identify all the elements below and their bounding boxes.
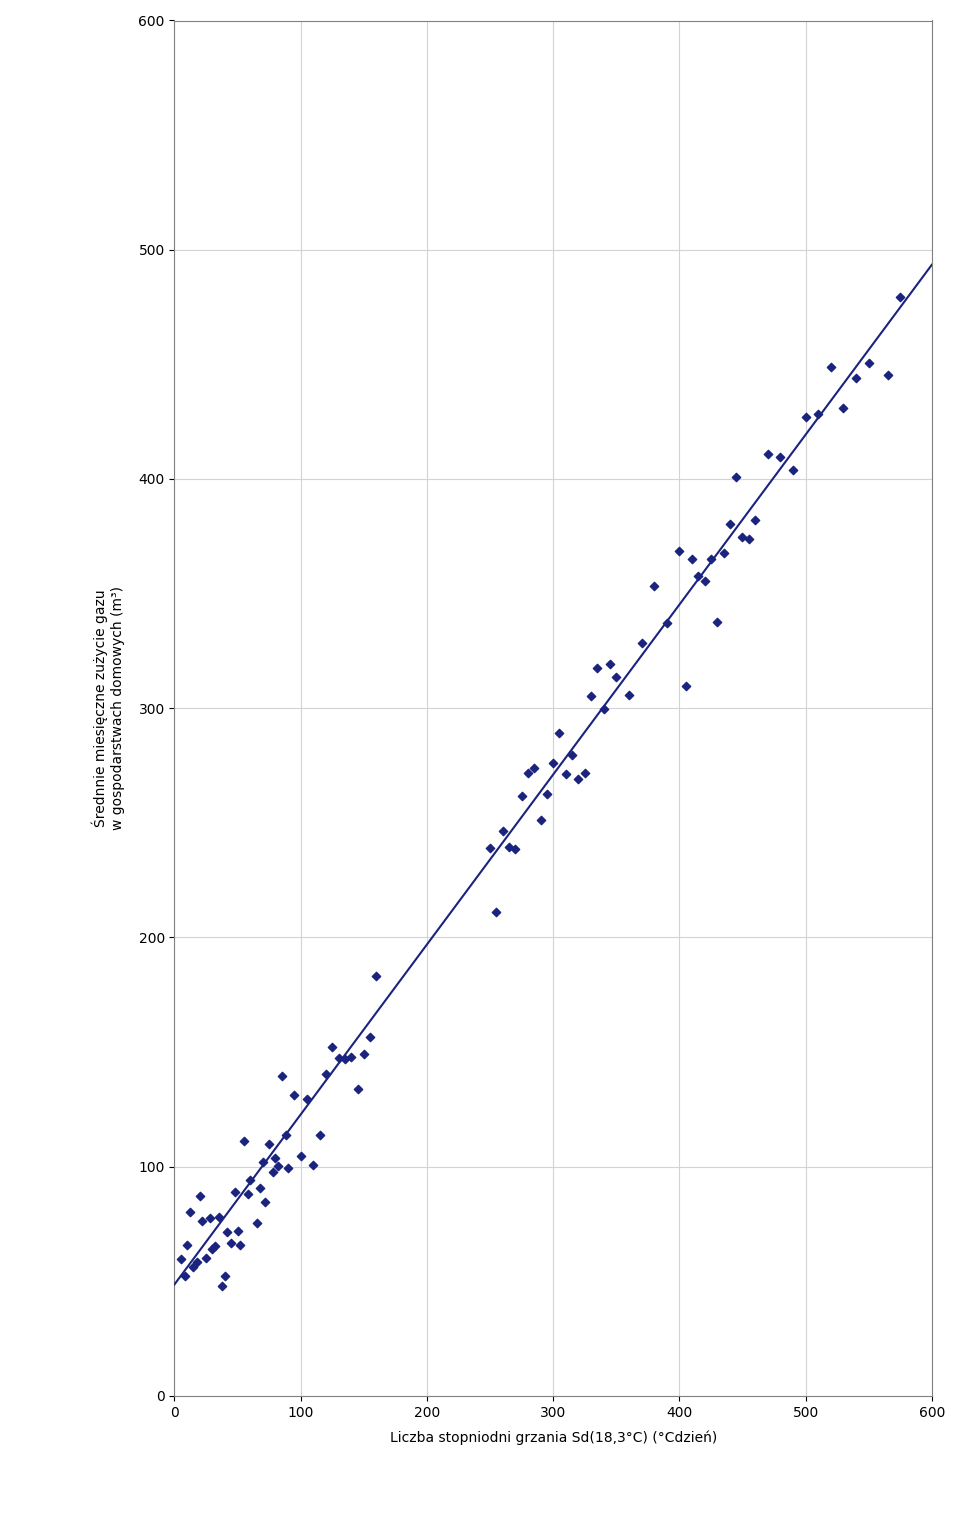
Point [243, 1168, 258, 1193]
Point [716, 541, 732, 566]
Point [709, 610, 725, 635]
Point [300, 1087, 315, 1111]
Point [349, 1076, 365, 1100]
Point [646, 573, 661, 598]
Point [893, 284, 908, 309]
Point [280, 1156, 296, 1180]
Point [257, 1190, 273, 1214]
Point [540, 781, 555, 805]
Point [331, 1045, 347, 1070]
Point [558, 762, 573, 787]
Point [798, 404, 813, 429]
Point [211, 1205, 227, 1230]
Point [287, 1082, 302, 1107]
Point [177, 1263, 192, 1288]
Point [508, 836, 523, 861]
Point [660, 610, 675, 635]
Point [337, 1047, 352, 1071]
Point [533, 808, 548, 833]
Point [199, 1247, 214, 1271]
Point [584, 684, 599, 709]
Point [224, 1231, 239, 1256]
Point [849, 366, 864, 390]
Point [204, 1237, 220, 1262]
Point [501, 835, 516, 859]
Point [785, 458, 801, 483]
Point [265, 1160, 280, 1185]
Point [215, 1273, 230, 1297]
Point [836, 395, 852, 420]
Point [324, 1034, 340, 1059]
Point [552, 721, 567, 745]
Point [185, 1254, 201, 1279]
Point [880, 363, 896, 387]
Point [634, 630, 649, 655]
Point [207, 1234, 223, 1259]
Point [173, 1247, 188, 1271]
Point [271, 1153, 286, 1177]
Point [217, 1263, 232, 1288]
Point [305, 1153, 321, 1177]
Point [369, 964, 384, 988]
Point [344, 1045, 359, 1070]
Point [526, 756, 541, 781]
Point [249, 1211, 264, 1236]
Point [319, 1062, 334, 1087]
Point [277, 1124, 293, 1148]
Point [577, 761, 592, 785]
Point [293, 1144, 308, 1168]
Point [564, 744, 580, 768]
Point [672, 538, 687, 563]
Point [684, 547, 700, 572]
Point [678, 673, 693, 698]
Point [240, 1182, 255, 1207]
Point [861, 350, 876, 375]
Point [823, 355, 838, 380]
Point [255, 1150, 271, 1174]
Point [609, 666, 624, 690]
Point [236, 1128, 252, 1153]
Point [570, 767, 586, 792]
Point [697, 569, 712, 593]
Point [589, 656, 605, 681]
Point [748, 507, 763, 532]
Point [363, 1025, 378, 1050]
Point [495, 819, 511, 844]
Point [489, 899, 504, 924]
Point [192, 1183, 207, 1208]
Point [596, 696, 612, 721]
Point [195, 1208, 210, 1233]
X-axis label: Liczba stopniodni grzania Sd(18,3°C) (°Cdzień): Liczba stopniodni grzania Sd(18,3°C) (°C… [390, 1431, 717, 1445]
Point [729, 466, 744, 490]
Point [203, 1207, 218, 1231]
Y-axis label: Średnnie miesięczne zużycie gazu
w gospodarstwach domowych (m³): Średnnie miesięczne zużycie gazu w gospo… [92, 586, 125, 830]
Point [275, 1064, 290, 1088]
Point [773, 446, 788, 470]
Point [810, 403, 826, 427]
Point [545, 752, 561, 776]
Point [312, 1122, 327, 1147]
Point [704, 547, 719, 572]
Point [520, 761, 536, 785]
Point [722, 512, 737, 536]
Point [189, 1250, 204, 1274]
Point [232, 1233, 248, 1257]
Point [621, 682, 636, 707]
Point [229, 1219, 245, 1243]
Point [760, 443, 776, 467]
Point [261, 1131, 276, 1156]
Point [602, 652, 617, 676]
Point [180, 1233, 195, 1257]
Point [690, 564, 706, 589]
Point [220, 1220, 235, 1245]
Point [228, 1180, 243, 1205]
Point [182, 1199, 198, 1223]
Point [741, 527, 756, 552]
Point [252, 1176, 268, 1200]
Point [514, 784, 529, 808]
Point [356, 1042, 372, 1067]
Point [268, 1147, 283, 1171]
Point [734, 526, 750, 550]
Point [482, 836, 497, 861]
